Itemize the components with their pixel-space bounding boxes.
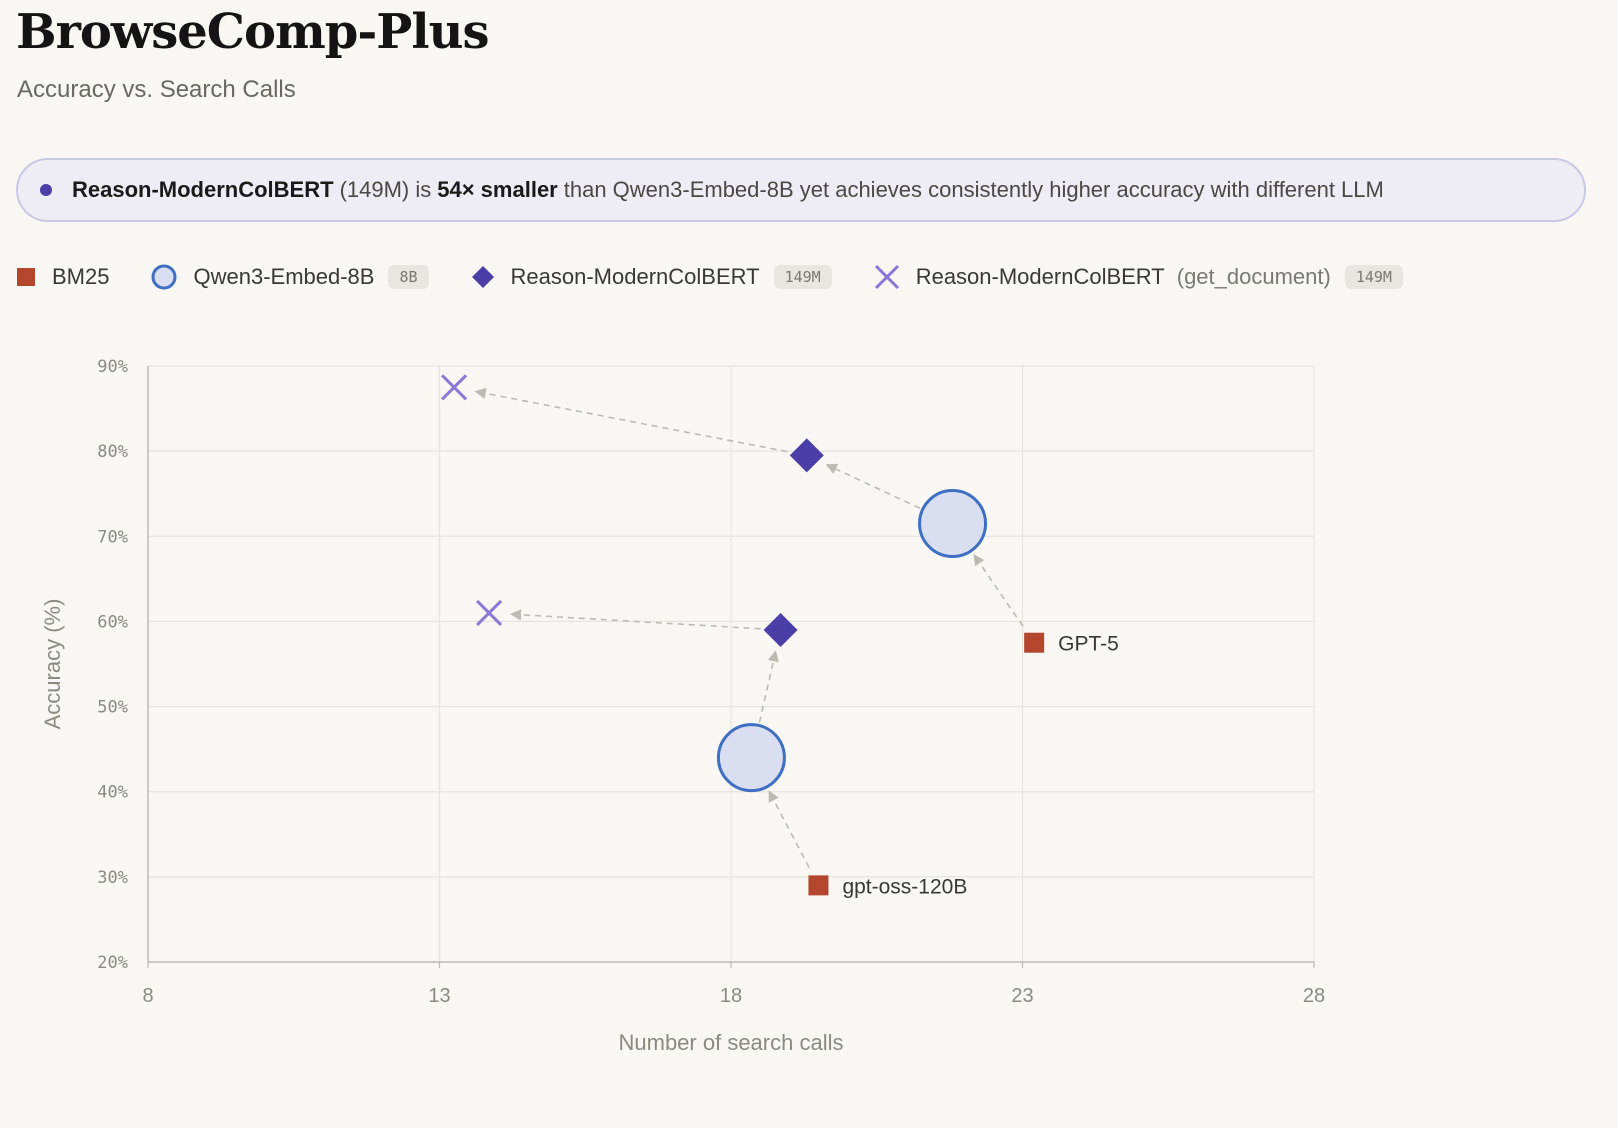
bm25-point <box>808 875 829 896</box>
legend-label: BM25 <box>52 264 110 289</box>
transition-arrow <box>768 790 810 869</box>
point-label: gpt-oss-120B <box>842 875 967 898</box>
page-title: BrowseComp-Plus <box>16 4 489 60</box>
rmc-point <box>789 438 824 473</box>
rmc-getdoc-point <box>475 599 503 626</box>
x-tick-label: 13 <box>428 985 450 1007</box>
y-tick-label: 80% <box>97 442 128 462</box>
legend-label: Reason-ModernColBERT <box>915 264 1165 289</box>
square-icon <box>16 267 36 287</box>
legend-label: Qwen3-Embed-8B <box>193 264 375 289</box>
y-tick-label: 90% <box>97 357 128 377</box>
y-tick-label: 30% <box>97 868 128 888</box>
transition-arrow <box>758 650 779 723</box>
legend-item-qwen[interactable]: Qwen3-Embed-8B 8B <box>151 264 429 290</box>
y-axis-title: Accuracy (%) <box>40 599 65 730</box>
highlight-callout: Reason-ModernColBERT (149M) is 54× small… <box>16 158 1586 222</box>
y-tick-label: 70% <box>97 527 128 547</box>
param-badge: 149M <box>1344 265 1403 289</box>
point-label: GPT-5 <box>1058 633 1119 656</box>
param-badge: 149M <box>773 265 832 289</box>
y-tick-label: 60% <box>97 612 128 632</box>
chart-legend: BM25 Qwen3-Embed-8B 8B Reason-ModernColB… <box>16 264 1445 290</box>
transition-arrow <box>825 463 921 509</box>
x-tick-label: 8 <box>142 985 153 1007</box>
callout-emphasis: 54× smaller <box>437 177 558 202</box>
bm25-point <box>1024 632 1045 653</box>
transition-arrow <box>509 609 761 630</box>
legend-item-rmc-getdoc[interactable]: Reason-ModernColBERT (get_document) 149M <box>874 264 1403 290</box>
y-tick-label: 50% <box>97 698 128 718</box>
x-mark-icon <box>874 264 900 290</box>
circle-icon <box>151 264 177 290</box>
callout-rest: than Qwen3-Embed-8B yet achieves consist… <box>563 177 1384 202</box>
x-tick-label: 23 <box>1011 985 1033 1007</box>
rmc-getdoc-point <box>441 374 468 401</box>
x-axis-title: Number of search calls <box>619 1030 844 1055</box>
callout-params: (149M) is <box>339 177 432 202</box>
param-badge: 8B <box>388 265 429 289</box>
x-tick-label: 18 <box>720 985 742 1007</box>
diamond-icon <box>471 265 495 289</box>
legend-item-rmc[interactable]: Reason-ModernColBERT 149M <box>471 264 832 290</box>
rmc-point <box>763 612 798 647</box>
legend-item-bm25[interactable]: BM25 <box>16 264 109 290</box>
legend-note: (get_document) <box>1176 264 1331 289</box>
qwen-point <box>716 723 786 793</box>
callout-dot-icon <box>40 184 52 196</box>
scatter-chart: 20% 30% 40% 50% 60% 70% 80% 90% 8 13 18 23 28 GPT-5 g… <box>40 357 1325 1055</box>
legend-label: Reason-ModernColBERT <box>510 264 760 289</box>
y-tick-label: 20% <box>97 953 128 973</box>
qwen-point <box>918 489 988 559</box>
transition-arrow <box>474 387 788 453</box>
y-tick-label: 40% <box>97 783 128 803</box>
x-tick-label: 28 <box>1303 985 1325 1007</box>
transition-arrow <box>973 553 1024 627</box>
callout-model: Reason-ModernColBERT <box>72 177 334 202</box>
page-subtitle: Accuracy vs. Search Calls <box>17 76 296 103</box>
